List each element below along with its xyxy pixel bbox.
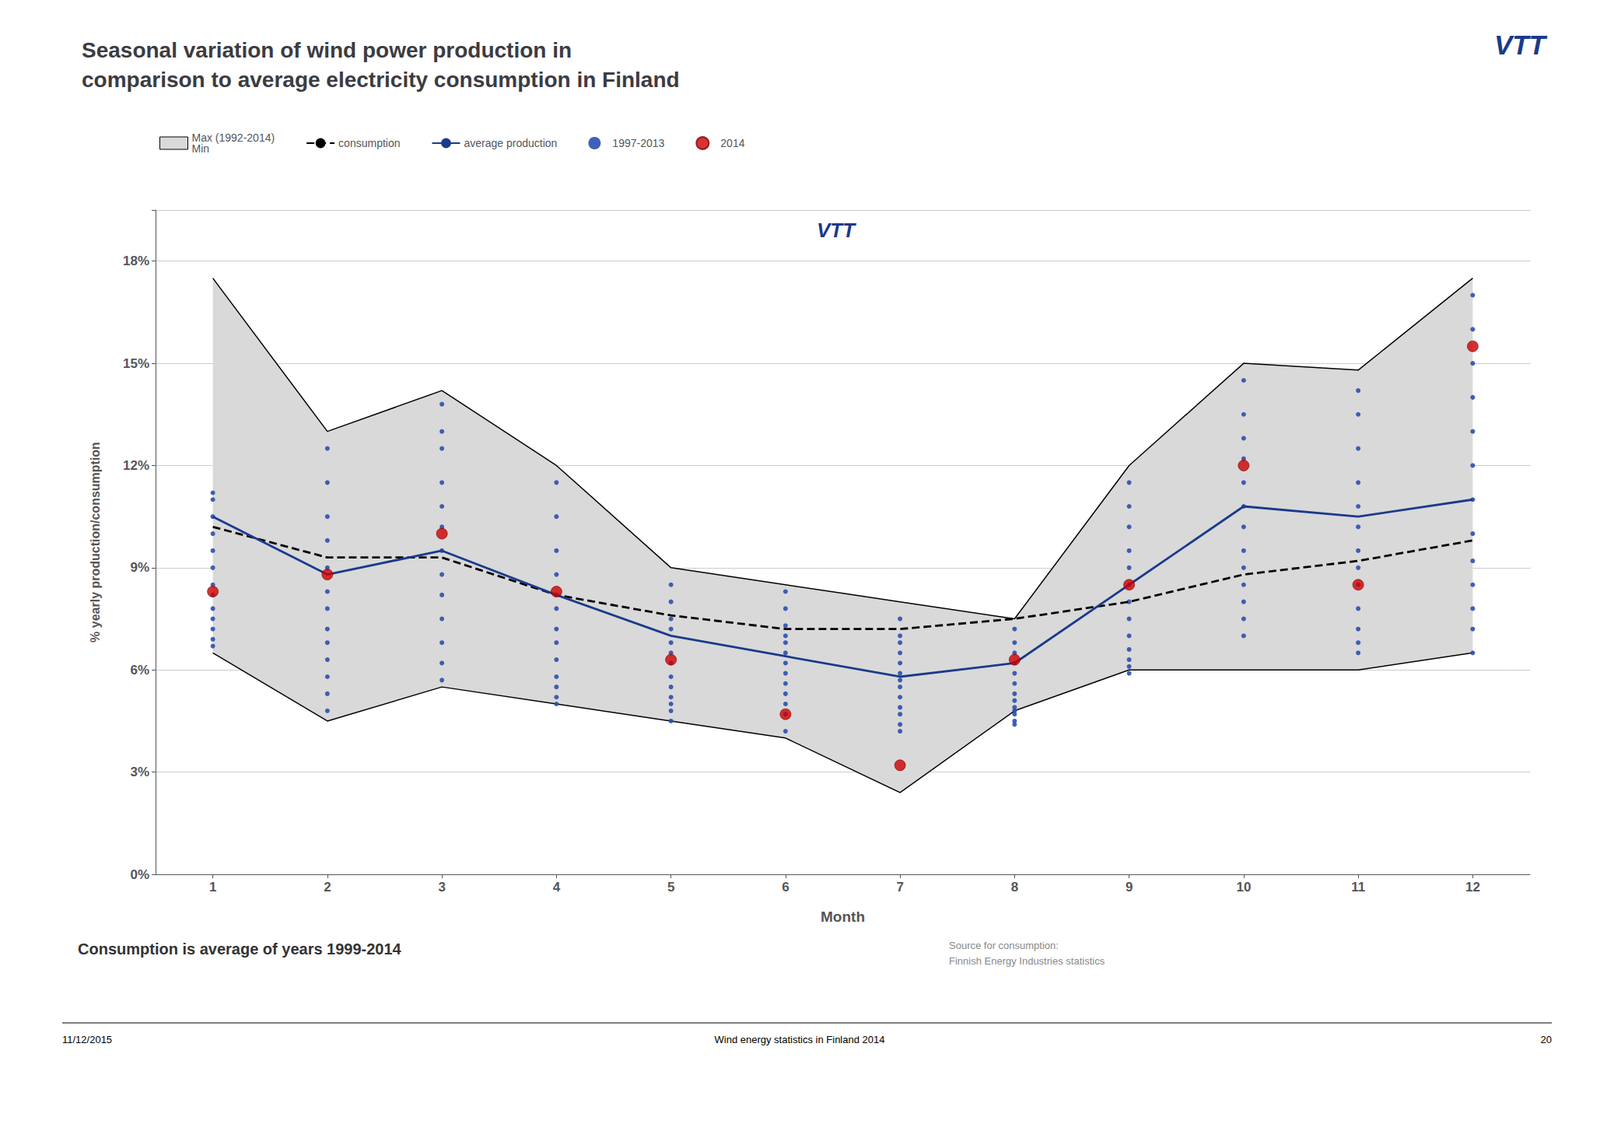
svg-text:Max (1992-2014): Max (1992-2014) (191, 131, 275, 144)
svg-text:Wind energy statistics in Finl: Wind energy statistics in Finland 2014 (714, 1033, 886, 1046)
svg-text:11/12/2015: 11/12/2015 (62, 1033, 113, 1046)
svg-text:18%: 18% (122, 253, 150, 269)
svg-text:Seasonal variation of wind pow: Seasonal variation of wind power product… (81, 38, 572, 63)
svg-text:Min: Min (192, 142, 211, 155)
svg-text:2014: 2014 (720, 136, 745, 150)
svg-text:comparison to average electric: comparison to average electricity consum… (81, 67, 680, 92)
svg-text:Source for consumption:: Source for consumption: (948, 939, 1059, 952)
svg-text:% yearly production/consumptio: % yearly production/consumption (88, 441, 102, 643)
svg-text:5: 5 (667, 879, 675, 895)
svg-text:3%: 3% (129, 764, 150, 780)
svg-text:1997-2013: 1997-2013 (612, 136, 665, 150)
svg-text:average production: average production (463, 136, 557, 150)
svg-text:12%: 12% (122, 458, 150, 473)
svg-text:1: 1 (209, 879, 217, 895)
svg-text:0%: 0% (129, 867, 150, 883)
svg-text:4: 4 (553, 879, 561, 895)
svg-text:Finnish Energy Industries stat: Finnish Energy Industries statistics (948, 955, 1106, 967)
svg-text:7: 7 (896, 879, 904, 895)
svg-text:9: 9 (1125, 879, 1133, 895)
svg-text:15%: 15% (122, 356, 150, 372)
svg-text:2: 2 (323, 879, 331, 895)
svg-text:20: 20 (1540, 1033, 1552, 1046)
svg-text:8: 8 (1011, 879, 1019, 895)
svg-text:10: 10 (1235, 879, 1251, 895)
svg-text:VTT: VTT (1494, 29, 1548, 60)
svg-text:Consumption is average of year: Consumption is average of years 1999-201… (77, 940, 403, 958)
svg-text:9%: 9% (129, 560, 150, 575)
svg-text:6: 6 (781, 879, 789, 895)
svg-text:12: 12 (1465, 879, 1481, 895)
svg-text:11: 11 (1351, 879, 1366, 895)
svg-text:VTT: VTT (816, 218, 857, 242)
svg-text:6%: 6% (129, 662, 150, 678)
svg-text:Month: Month (820, 908, 865, 925)
svg-text:3: 3 (437, 879, 445, 895)
svg-text:consumption: consumption (338, 136, 400, 150)
